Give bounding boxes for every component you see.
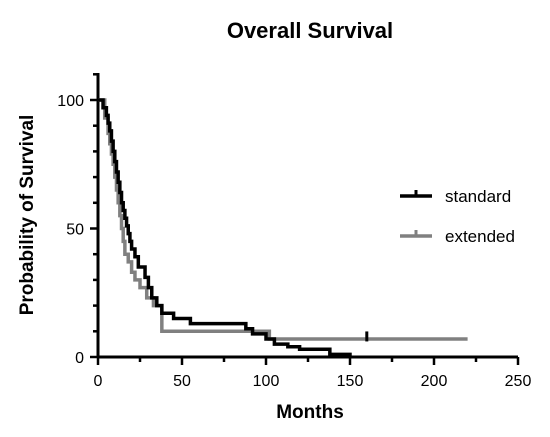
- series-layer: [98, 98, 468, 357]
- y-tick-label: 0: [75, 350, 84, 367]
- y-tick-label: 100: [57, 93, 84, 110]
- series-line-extended: [98, 98, 468, 341]
- axes: 0 50 100 0 50 100 150 200 250: [57, 73, 531, 390]
- x-tick-label: 250: [505, 373, 532, 390]
- x-tick-label: 100: [253, 373, 280, 390]
- y-axis-label: Probability of Survival: [17, 115, 38, 316]
- chart-title: Overall Survival: [227, 18, 393, 43]
- x-axis-label: Months: [276, 402, 344, 423]
- legend-label-standard: standard: [445, 187, 511, 206]
- y-tick-label: 50: [66, 222, 84, 239]
- series-line-standard: [98, 98, 352, 357]
- x-tick-label: 0: [94, 373, 103, 390]
- x-tick-label: 200: [421, 373, 448, 390]
- legend-label-extended: extended: [445, 227, 515, 246]
- legend: standard extended: [400, 187, 515, 246]
- x-tick-label: 150: [337, 373, 364, 390]
- x-tick-label: 50: [173, 373, 191, 390]
